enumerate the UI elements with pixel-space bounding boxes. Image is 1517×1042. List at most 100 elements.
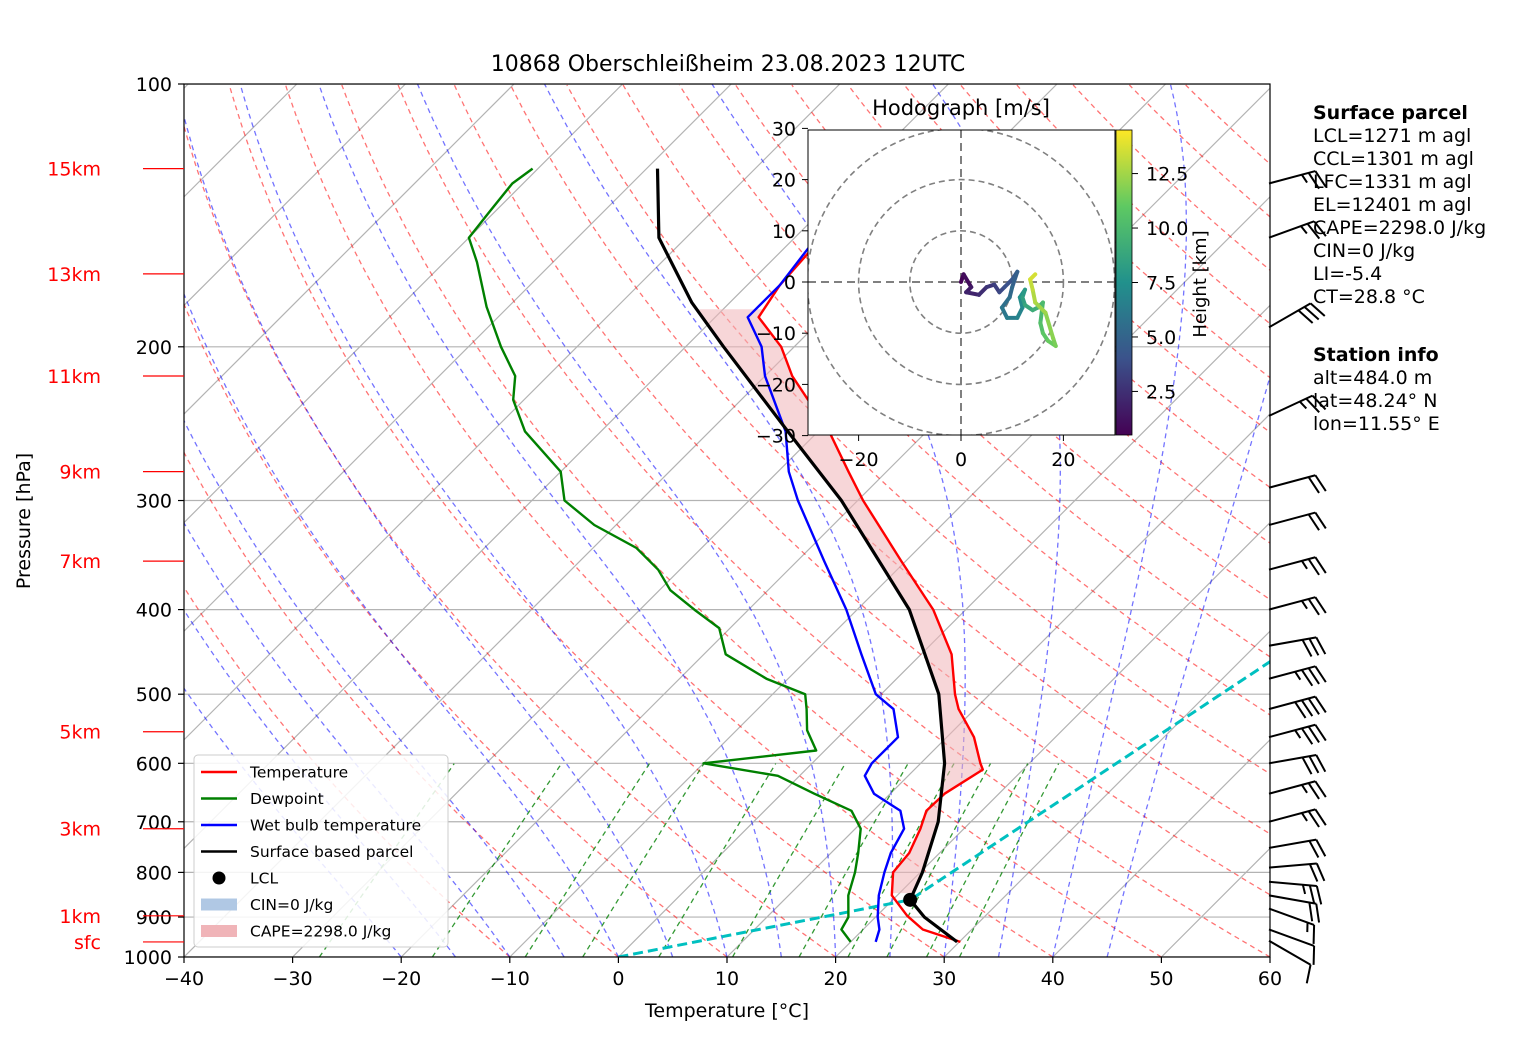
barb-staff (1268, 394, 1313, 417)
hodograph-x-tick-label: −20 (839, 449, 879, 471)
hodograph-trace (999, 295, 1012, 310)
dry-adiabat-line (510, 84, 1270, 835)
wind-barb (1268, 780, 1327, 800)
colorbar-tick-label: 7.5 (1146, 273, 1176, 295)
isotherm-line (509, 195, 1270, 957)
wind-barb (1268, 596, 1327, 616)
legend-label: Wet bulb temperature (250, 817, 421, 835)
y-tick-label: 100 (136, 74, 172, 96)
hodograph-trace (1030, 287, 1038, 305)
moist-adiabat-line (318, 84, 782, 957)
station-info-line: alt=484.0 m (1313, 367, 1433, 389)
legend-label: Dewpoint (250, 790, 324, 808)
barb-staff (1268, 880, 1317, 887)
y-tick-label: 600 (136, 753, 172, 775)
barb-flag (1308, 638, 1320, 656)
x-tick-label: 20 (824, 968, 848, 990)
y-tick-label: 400 (136, 600, 172, 622)
wind-barb (1268, 511, 1327, 531)
barb-staff (1268, 928, 1315, 947)
wind-barb (1268, 862, 1326, 882)
barb-flag (1312, 945, 1316, 965)
barb-half-flag (1301, 812, 1308, 822)
wind-barb (1268, 474, 1327, 494)
barb-staff (1268, 894, 1317, 905)
hodograph-y-tick-label: 30 (772, 118, 796, 140)
isotherm-line (726, 413, 1270, 957)
barb-half-flag (1299, 400, 1308, 410)
moist-adiabat-line (184, 521, 511, 957)
colorbar-tick-label: 10.0 (1146, 218, 1188, 240)
hodograph-trace (1043, 310, 1056, 341)
mixing-ratio-line (524, 763, 650, 957)
barb-flag (1308, 840, 1320, 858)
isotherm-line (617, 304, 1270, 957)
height-label: 1km (59, 906, 101, 928)
wind-barb (1268, 880, 1323, 905)
barb-flag (1314, 696, 1327, 714)
barb-flag (1315, 636, 1327, 655)
mixing-ratio-line (847, 763, 955, 957)
surface-parcel-line: CIN=0 J/kg (1313, 240, 1416, 262)
barb-flag (1297, 309, 1314, 324)
moist-adiabat-line (1052, 84, 1188, 957)
barb-flag (1301, 639, 1313, 657)
dry-adiabat-line (678, 84, 1270, 658)
barb-flag (1307, 513, 1320, 531)
moist-adiabat-line (416, 84, 837, 957)
barb-flag (1307, 667, 1320, 685)
hodograph-trace (1010, 269, 1020, 290)
chart-title: 10868 Oberschleißheim 23.08.2023 12UTC (491, 52, 966, 77)
barb-flag (1314, 474, 1327, 492)
y-tick-label: 700 (136, 812, 172, 834)
barb-flag (1312, 924, 1316, 944)
barb-flag (1313, 220, 1327, 237)
cape-area (696, 309, 983, 894)
barb-half-flag (1301, 560, 1308, 570)
wind-barb (1268, 928, 1316, 965)
barb-staff (1268, 556, 1316, 571)
lcl-marker (903, 892, 918, 907)
colorbar (1115, 129, 1133, 436)
barb-flag (1315, 839, 1327, 857)
isotherm-line (184, 84, 624, 524)
isotherm-line (943, 630, 1270, 957)
surface-parcel-line: LI=-5.4 (1313, 263, 1383, 285)
legend-label: Surface based parcel (250, 843, 413, 861)
legend-label: CIN=0 J/kg (250, 896, 333, 914)
dry-adiabat-line (184, 451, 619, 957)
barb-flag (1314, 808, 1327, 826)
barb-staff (1268, 474, 1316, 489)
legend: Temperature Dewpoint Wet bulb temperature S… (193, 754, 449, 948)
hodograph-trace (964, 290, 981, 297)
wind-barb (1268, 394, 1327, 417)
dry-adiabat-line (284, 84, 1054, 957)
wind-barb (1268, 665, 1327, 687)
x-tick-label: 40 (1041, 968, 1065, 990)
x-tick-label: 30 (932, 968, 956, 990)
barb-half-flag (1300, 225, 1308, 235)
x-tick-label: −10 (490, 968, 530, 990)
height-label: 13km (47, 264, 101, 286)
wind-barb (1268, 808, 1327, 828)
barb-flag (1315, 754, 1327, 773)
hodograph-y-tick-label: 10 (772, 221, 796, 243)
mixing-ratio-line (582, 763, 705, 957)
wind-barb (1268, 723, 1327, 745)
barb-flag (1308, 863, 1319, 882)
barb-flag (1301, 756, 1313, 775)
barb-flag (1314, 665, 1327, 683)
isotherm-line (184, 84, 732, 633)
hodograph-trace (961, 272, 974, 290)
barb-flag (1314, 724, 1327, 742)
y-tick-label: 800 (136, 862, 172, 884)
x-tick-label: −30 (273, 968, 313, 990)
barb-half-flag (1294, 729, 1302, 739)
wind-barb (1268, 939, 1312, 984)
dry-adiabat-line (1072, 84, 1270, 271)
barb-flag (1315, 863, 1326, 882)
barb-staff (1268, 665, 1316, 680)
mixing-ratio-line (658, 763, 777, 957)
surface-parcel-panel: Surface parcel LCL=1271 m agl CCL=1301 m… (1313, 102, 1486, 309)
